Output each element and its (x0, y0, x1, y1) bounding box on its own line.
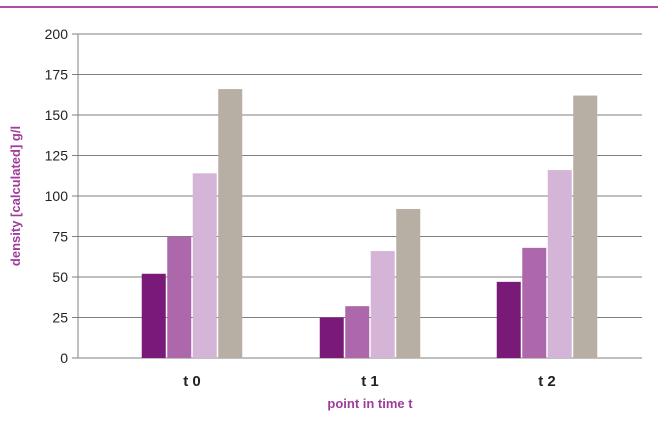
x-tick-label: t 2 (538, 373, 556, 390)
y-axis-label: density [calculated] g/l (8, 126, 23, 266)
x-axis-label: point in time t (327, 396, 413, 411)
y-tick-label: 200 (45, 26, 69, 42)
bar-t1-series1 (319, 317, 344, 358)
grid-lines (72, 33, 642, 359)
bar-t1-series3 (370, 251, 395, 358)
bar-t0-series4 (218, 89, 243, 358)
bar-t1-series4 (396, 208, 421, 358)
y-tick-label: 175 (45, 67, 69, 83)
bar-t2-series1 (496, 281, 521, 358)
bar-t0-series1 (141, 273, 166, 358)
bar-t1-series2 (345, 306, 370, 358)
bar-t2-series4 (573, 95, 598, 358)
y-tick-label: 0 (60, 350, 68, 366)
x-tick-label: t 0 (183, 373, 201, 390)
y-tick-label: 125 (45, 148, 69, 164)
y-tick-label: 100 (45, 188, 69, 204)
y-tick-label: 50 (52, 269, 68, 285)
x-tick-labels: t 0 t 1 t 2 (183, 373, 556, 390)
bar-t2-series3 (547, 170, 572, 358)
bar-t0-series2 (167, 236, 192, 358)
y-tick-label: 25 (52, 310, 68, 326)
x-tick-label: t 1 (361, 373, 379, 390)
y-tick-label: 75 (52, 229, 68, 245)
y-tick-label: 150 (45, 107, 69, 123)
bar-t0-series3 (192, 173, 217, 358)
bars (141, 89, 598, 358)
bar-t2-series2 (522, 247, 547, 358)
y-tick-labels: 0 25 50 75 100 125 150 175 200 (45, 26, 69, 366)
